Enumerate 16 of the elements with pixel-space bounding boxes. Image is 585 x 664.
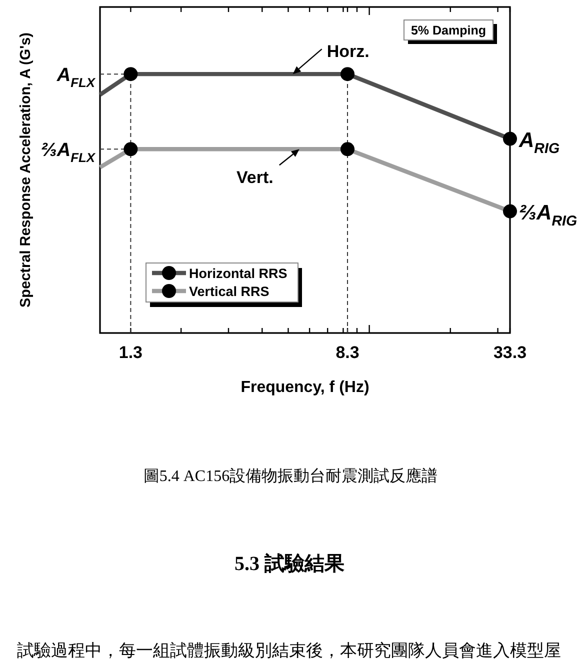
text: 試驗過程中，每一組試體振動級別結束後，本研究團隊人員會進入模型屋	[17, 641, 561, 660]
legend-label: Vertical RRS	[189, 284, 270, 299]
annotation: A$_{RIG}$	[518, 128, 560, 158]
legend-label: Horizontal RRS	[189, 266, 288, 281]
x-tick-label: 1.3	[118, 343, 143, 362]
text: 5.3 試驗結果	[234, 552, 346, 575]
x-tick-label: 8.3	[336, 343, 360, 362]
y-axis-title: Spectral Response Acceleration, A (G's)	[18, 32, 34, 308]
annotation: ⅔A$_{RIG}$	[519, 201, 578, 230]
annotation: Horz.	[326, 42, 370, 62]
x-axis-title: Frequency, f (Hz)	[240, 379, 370, 396]
caption: 圖5.4 AC156設備物振動台耐震測試反應譜	[143, 467, 438, 485]
ref-line-label: ⅔A$_{FLX}$	[41, 140, 96, 165]
ref-line-label: A$_{FLX}$	[56, 65, 96, 90]
annotation: Vert.	[236, 168, 274, 188]
x-tick-label: 33.3	[493, 343, 527, 362]
